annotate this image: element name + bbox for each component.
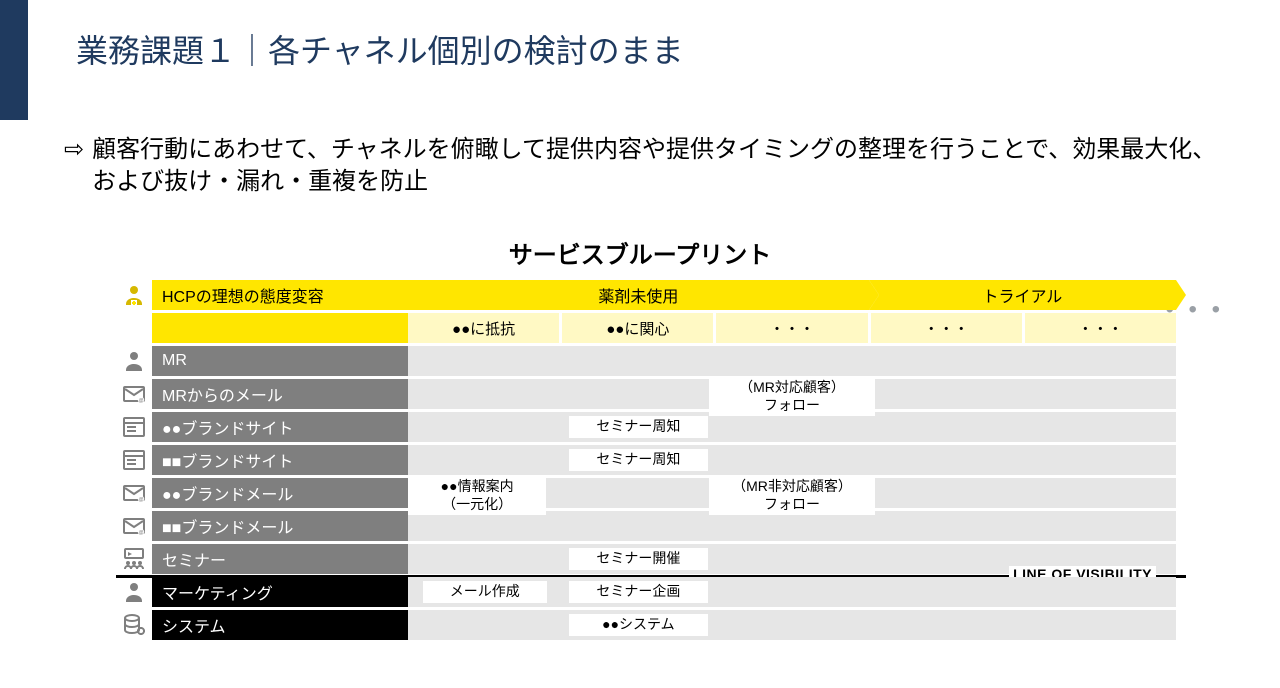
seminar-icon (116, 544, 152, 574)
page-title: 業務課題１｜各チャネル個別の検討のまま (76, 26, 684, 72)
lane-label: ■■ブランドメール (152, 511, 408, 541)
svg-text:@: @ (138, 398, 143, 404)
phase-arrows: 薬剤未使用トライアル (408, 280, 1176, 310)
site-icon (116, 412, 152, 442)
hcp-icon (116, 280, 152, 310)
subtitle-block: ⇨ 顧客行動にあわせて、チャネルを俯瞰して提供内容や提供タイミングの整理を行うこ… (64, 134, 1220, 199)
lane-label: ■■ブランドサイト (152, 445, 408, 475)
lane-label: ●●ブランドサイト (152, 412, 408, 442)
lane-content (408, 511, 1176, 541)
note-box: セミナー開催 (569, 548, 707, 570)
lane-content: メール作成セミナー企画 (408, 577, 1176, 607)
lane-content: （MR対応顧客）フォロー (408, 379, 1176, 409)
note-box: （MR対応顧客）フォロー (709, 377, 875, 416)
person-icon (116, 577, 152, 607)
header-label: HCPの理想の態度変容 (152, 280, 408, 310)
note-box: ●●情報案内（一元化） (408, 476, 546, 515)
lane-content: セミナー周知 (408, 412, 1176, 442)
chart-title: サービスブループリント (0, 235, 1280, 270)
note-box: ●●システム (569, 614, 707, 636)
mail-icon: @ (116, 511, 152, 541)
note-box: メール作成 (423, 581, 547, 603)
subtitle-text: 顧客行動にあわせて、チャネルを俯瞰して提供内容や提供タイミングの整理を行うことで… (92, 134, 1220, 199)
phase-arrow: 薬剤未使用 (408, 280, 869, 310)
lane-content: セミナー周知 (408, 445, 1176, 475)
note-box: セミナー周知 (569, 416, 707, 438)
subphase-cell: ・・・ (871, 313, 1022, 343)
subphase-cell: ●●に関心 (562, 313, 713, 343)
accent-side-bar (0, 0, 28, 120)
phase-arrow: トライアル (869, 280, 1176, 310)
lane-content (408, 346, 1176, 376)
subphase-row: ●●に抵抗●●に関心・・・・・・・・・ (408, 313, 1176, 343)
note-box: （MR非対応顧客）フォロー (709, 476, 875, 515)
service-blueprint: • • • HCPの理想の態度変容薬剤未使用トライアル●●に抵抗●●に関心・・・… (116, 280, 1176, 643)
note-box: セミナー周知 (569, 449, 707, 471)
lane-label: ●●ブランドメール (152, 478, 408, 508)
svg-text:@: @ (138, 497, 143, 503)
subphase-cell: ●●に抵抗 (408, 313, 559, 343)
lane-content: ●●情報案内（一元化）（MR非対応顧客）フォロー (408, 478, 1176, 508)
svg-text:@: @ (138, 530, 143, 536)
site-icon (116, 445, 152, 475)
note-box: セミナー企画 (569, 581, 707, 603)
lane-label: システム (152, 610, 408, 640)
mail-icon: @ (116, 379, 152, 409)
header-label-spacer (152, 313, 408, 343)
subphase-cell: ・・・ (1025, 313, 1176, 343)
lane-content: ●●システム (408, 610, 1176, 640)
lane-label: MRからのメール (152, 379, 408, 409)
arrow-icon: ⇨ (64, 134, 84, 199)
subphase-cell: ・・・ (716, 313, 867, 343)
person-icon (116, 346, 152, 376)
lane-label: セミナー (152, 544, 408, 574)
mail-icon: @ (116, 478, 152, 508)
db-icon (116, 610, 152, 640)
lane-label: マーケティング (152, 577, 408, 607)
lane-label: MR (152, 346, 408, 376)
